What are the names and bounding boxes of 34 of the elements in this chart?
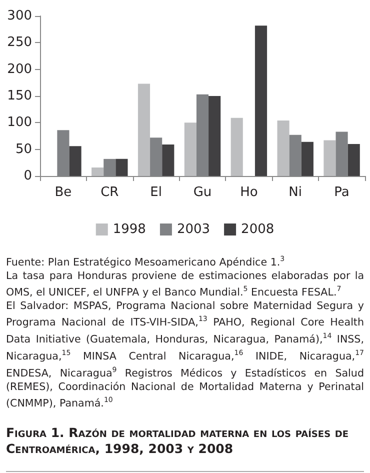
bar — [208, 96, 221, 176]
x-tick-label: Ni — [288, 185, 302, 200]
x-tick-label: Pa — [334, 185, 350, 200]
legend-label: 2003 — [176, 222, 210, 237]
y-tick-label: 0 — [24, 168, 32, 184]
x-tick-label: CR — [100, 185, 119, 200]
bar — [92, 167, 104, 176]
x-tick-label: Be — [54, 185, 72, 200]
bar — [277, 120, 290, 176]
legend-label: 2008 — [241, 222, 274, 237]
bar — [254, 26, 268, 176]
bar — [69, 146, 82, 176]
y-tick-label: 100 — [7, 115, 32, 130]
bar — [184, 122, 196, 176]
x-tick-label: El — [150, 185, 162, 200]
text: El Salvador: MSPAS, Programa Nacional sobre Maternidad Segura y Programa Nacional de ITS-VIH-SIDA,$^{13}$ PAHO, Regional Core Health Data Initiative (Guatemala, Honduras, Nicaragua, Panamá),$^{14}$ INSS, Nicaragua,$^{15}$ MINSA Central Nicaragua,$^{16}$ INIDE, Nicaragua,$^{17}$ ENDESA, Nicaragua$^{9}$ Registros Médicos y Estadísticos en Salud (REMES), Coordinación Nacional de Mortalidad Materna y Perinatal (CNMMP), Panamá.$^{10}$ — [6, 300, 364, 410]
bar — [230, 118, 243, 176]
y-tick-label: 50 — [15, 142, 32, 157]
bar — [162, 144, 174, 176]
text: Figura 1. Razón de mortalidad materna en los países de Centroamérica, 1998, 2003 y 2008 — [6, 425, 364, 472]
y-tick-label: 250 — [7, 35, 32, 50]
x-tick-label: Gu — [193, 185, 212, 200]
bar — [301, 142, 314, 176]
source-note: Fuente: Plan Estratégico Mesoamericano Apéndice 1.$^{3}$ — [6, 254, 286, 270]
bar — [348, 144, 360, 176]
y-tick-label: 300 — [7, 8, 32, 24]
y-tick-label: 200 — [7, 62, 32, 77]
bar — [116, 158, 128, 176]
bar — [324, 140, 336, 176]
y-tick-label: 150 — [7, 88, 32, 104]
x-tick-label: Ho — [240, 185, 258, 200]
legend-label: 1998 — [112, 222, 146, 237]
bar — [138, 84, 150, 176]
text: La tasa para Honduras proviene de estimaciones elaboradas por la OMS, el UNICEF, el UNFPA y el Banco Mundial.$^{5}$ Encuesta FESAL.$^{7}$ — [6, 270, 364, 300]
